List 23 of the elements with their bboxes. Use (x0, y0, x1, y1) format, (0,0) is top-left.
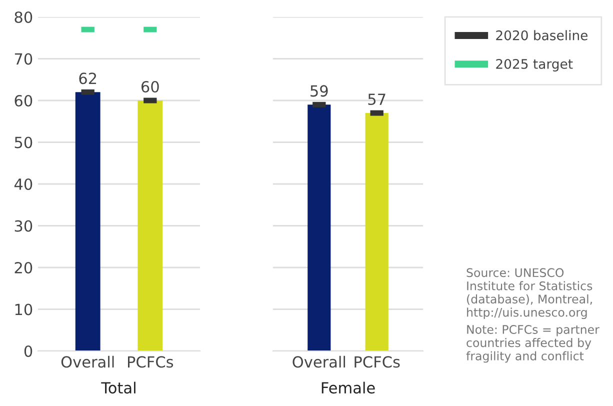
text: Note: PCFCs = partner countries affected by fragility and conflict (466, 325, 600, 363)
y-tick-label: 0 (24, 345, 32, 358)
source-note: Source: UNESCO Institute for Statistics (database), Montreal, http://uis.unesco.org (466, 268, 592, 320)
y-tick-label: 10 (15, 304, 32, 316)
x-tick-label: PCFCs (354, 356, 400, 368)
y-tick-label: 20 (14, 262, 32, 274)
data-label: 62 (79, 72, 96, 84)
x-tick-label: PCFCs (128, 356, 174, 368)
data-label: 60 (142, 80, 159, 93)
y-tick-label: 40 (14, 178, 32, 190)
legend-label: 2020 baseline (496, 30, 588, 40)
x-axis-title: Total (101, 382, 136, 394)
y-tick-label: 70 (14, 53, 32, 65)
y-tick-label: 30 (14, 220, 32, 232)
y-tick-label: 50 (14, 136, 32, 148)
y-tick-label: 60 (14, 94, 32, 107)
x-tick-label: Overall (292, 356, 346, 368)
x-axis-title: Female (322, 382, 375, 394)
data-label: 59 (310, 85, 328, 97)
x-tick-label: Overall (61, 356, 114, 368)
y-tick-label: 80 (14, 11, 32, 24)
legend-label: 2025 target (496, 58, 573, 72)
data-label: 57 (368, 94, 386, 106)
